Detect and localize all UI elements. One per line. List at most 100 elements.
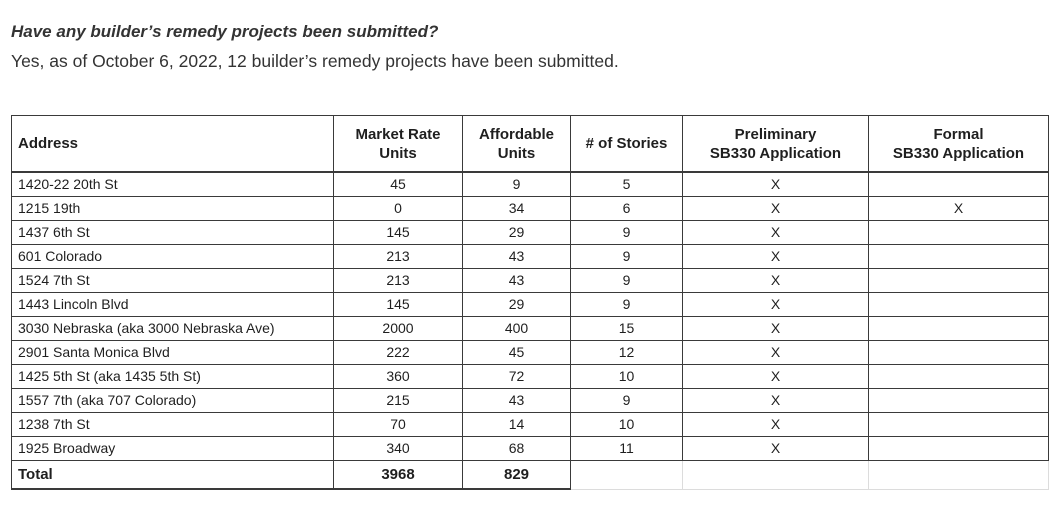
cell-stories: 5	[570, 171, 683, 197]
cell-affordable-units: 43	[462, 268, 571, 293]
cell-affordable-units: 9	[462, 171, 571, 197]
total-label: Total	[11, 460, 334, 490]
cell-preliminary-sb330: X	[682, 364, 869, 389]
cell-preliminary-sb330: X	[682, 292, 869, 317]
document: Have any builder’s remedy projects been …	[11, 22, 1049, 490]
cell-stories: 15	[570, 316, 683, 341]
header-row: Address Market Rate Units Affordable Units…	[11, 115, 1049, 173]
cell-address: 1420-22 20th St	[11, 171, 334, 197]
cell-affordable-units: 34	[462, 196, 571, 221]
total-row: Total 3968 829	[11, 460, 1049, 490]
cell-market-rate-units: 340	[333, 436, 463, 461]
cell-formal-sb330	[868, 388, 1049, 413]
cell-affordable-units: 43	[462, 388, 571, 413]
cell-stories: 9	[570, 244, 683, 269]
cell-address: 601 Colorado	[11, 244, 334, 269]
cell-formal-sb330: X	[868, 196, 1049, 221]
cell-affordable-units: 72	[462, 364, 571, 389]
table-row: 2901 Santa Monica Blvd 222 45 12 X	[11, 340, 1049, 365]
table-row: 1238 7th St 70 14 10 X	[11, 412, 1049, 437]
cell-preliminary-sb330: X	[682, 244, 869, 269]
cell-preliminary-sb330: X	[682, 436, 869, 461]
table-row: 1420-22 20th St 45 9 5 X	[11, 171, 1049, 197]
table-row: 1443 Lincoln Blvd 145 29 9 X	[11, 292, 1049, 317]
column-header-market-rate-units: Market Rate Units	[333, 115, 463, 173]
cell-preliminary-sb330: X	[682, 412, 869, 437]
cell-preliminary-sb330: X	[682, 196, 869, 221]
column-header-address: Address	[11, 115, 334, 173]
table-row: 1215 19th 0 34 6 X X	[11, 196, 1049, 221]
cell-formal-sb330	[868, 340, 1049, 365]
table-body: 1420-22 20th St 45 9 5 X 1215 19th 0 34 6 X X 1437 …	[11, 171, 1049, 461]
cell-stories: 9	[570, 220, 683, 245]
cell-formal-sb330	[868, 244, 1049, 269]
cell-address: 1925 Broadway	[11, 436, 334, 461]
cell-address: 3030 Nebraska (aka 3000 Nebraska Ave)	[11, 316, 334, 341]
cell-affordable-units: 43	[462, 244, 571, 269]
cell-market-rate-units: 213	[333, 244, 463, 269]
cell-stories: 6	[570, 196, 683, 221]
table-row: 1557 7th (aka 707 Colorado) 215 43 9 X	[11, 388, 1049, 413]
total-empty-cell	[570, 460, 683, 490]
cell-stories: 12	[570, 340, 683, 365]
cell-formal-sb330	[868, 436, 1049, 461]
cell-preliminary-sb330: X	[682, 388, 869, 413]
table-row: 1524 7th St 213 43 9 X	[11, 268, 1049, 293]
table-row: 3030 Nebraska (aka 3000 Nebraska Ave) 200…	[11, 316, 1049, 341]
cell-address: 1238 7th St	[11, 412, 334, 437]
cell-formal-sb330	[868, 316, 1049, 341]
cell-address: 1557 7th (aka 707 Colorado)	[11, 388, 334, 413]
total-market-rate-units: 3968	[333, 460, 463, 490]
table-row: 601 Colorado 213 43 9 X	[11, 244, 1049, 269]
column-header-stories: # of Stories	[570, 115, 683, 173]
page-title: Have any builder’s remedy projects been …	[11, 22, 439, 41]
cell-stories: 9	[570, 268, 683, 293]
cell-formal-sb330	[868, 171, 1049, 197]
intro-text: Yes, as of October 6, 2022, 12 builder’s…	[11, 51, 619, 71]
cell-formal-sb330	[868, 292, 1049, 317]
cell-market-rate-units: 0	[333, 196, 463, 221]
cell-address: 2901 Santa Monica Blvd	[11, 340, 334, 365]
cell-address: 1215 19th	[11, 196, 334, 221]
total-empty-cell	[682, 460, 869, 490]
cell-preliminary-sb330: X	[682, 171, 869, 197]
cell-preliminary-sb330: X	[682, 340, 869, 365]
total-affordable-units: 829	[462, 460, 571, 490]
cell-address: 1524 7th St	[11, 268, 334, 293]
cell-affordable-units: 400	[462, 316, 571, 341]
column-header-preliminary-sb330: Preliminary SB330 Application	[682, 115, 869, 173]
cell-address: 1443 Lincoln Blvd	[11, 292, 334, 317]
cell-stories: 9	[570, 292, 683, 317]
cell-market-rate-units: 2000	[333, 316, 463, 341]
cell-affordable-units: 68	[462, 436, 571, 461]
cell-market-rate-units: 215	[333, 388, 463, 413]
cell-stories: 9	[570, 388, 683, 413]
column-header-affordable-units: Affordable Units	[462, 115, 571, 173]
cell-stories: 10	[570, 412, 683, 437]
cell-preliminary-sb330: X	[682, 268, 869, 293]
cell-formal-sb330	[868, 412, 1049, 437]
cell-market-rate-units: 145	[333, 292, 463, 317]
total-empty-cell	[868, 460, 1049, 490]
cell-stories: 10	[570, 364, 683, 389]
cell-market-rate-units: 145	[333, 220, 463, 245]
cell-affordable-units: 14	[462, 412, 571, 437]
cell-market-rate-units: 222	[333, 340, 463, 365]
cell-market-rate-units: 360	[333, 364, 463, 389]
cell-market-rate-units: 45	[333, 171, 463, 197]
table-row: 1437 6th St 145 29 9 X	[11, 220, 1049, 245]
cell-preliminary-sb330: X	[682, 316, 869, 341]
column-header-formal-sb330: Formal SB330 Application	[868, 115, 1049, 173]
cell-market-rate-units: 70	[333, 412, 463, 437]
cell-address: 1437 6th St	[11, 220, 334, 245]
table-row: 1425 5th St (aka 1435 5th St) 360 72 10 X	[11, 364, 1049, 389]
cell-market-rate-units: 213	[333, 268, 463, 293]
cell-formal-sb330	[868, 364, 1049, 389]
cell-affordable-units: 29	[462, 220, 571, 245]
cell-affordable-units: 29	[462, 292, 571, 317]
cell-stories: 11	[570, 436, 683, 461]
builders-remedy-projects-table: Address Market Rate Units Affordable Units…	[11, 115, 1049, 490]
cell-affordable-units: 45	[462, 340, 571, 365]
cell-preliminary-sb330: X	[682, 220, 869, 245]
cell-formal-sb330	[868, 268, 1049, 293]
